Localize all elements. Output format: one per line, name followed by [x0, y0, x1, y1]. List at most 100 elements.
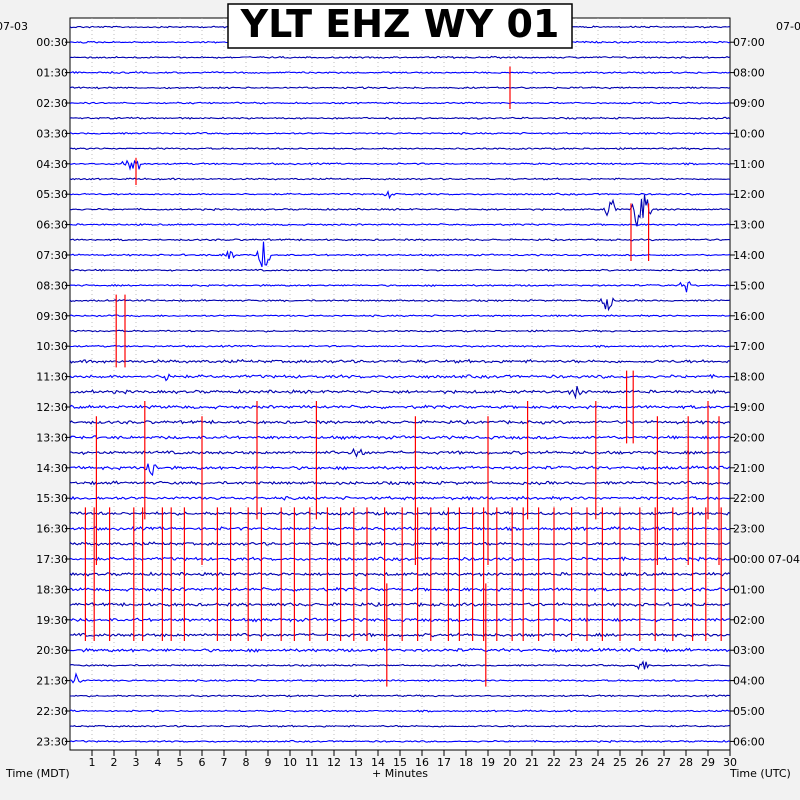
- trace-line: [69, 223, 731, 227]
- trace-line: [69, 281, 731, 293]
- trace-line: [69, 724, 731, 728]
- trace-line: [70, 159, 731, 171]
- left-tick-label: 06:30: [36, 219, 68, 232]
- x-tick-label: 1: [89, 756, 96, 769]
- trace-line: [69, 268, 731, 272]
- left-tick-label: 05:30: [36, 188, 68, 201]
- x-tick-label: 10: [283, 756, 297, 769]
- right-date-label-secondary: 07-04: [768, 553, 800, 566]
- right-tick-label: 12:00: [733, 188, 765, 201]
- left-tick-label: 20:30: [36, 644, 68, 657]
- x-tick-label: 16: [415, 756, 429, 769]
- trace-line: [69, 660, 730, 671]
- trace-line: [69, 101, 731, 105]
- right-tick-label: 08:00: [733, 67, 765, 80]
- left-tick-label: 18:30: [36, 583, 68, 596]
- right-date-label: 07-0: [776, 20, 800, 33]
- trace-line: [69, 672, 731, 684]
- left-tick-label: 12:30: [36, 401, 68, 414]
- trace-line: [69, 241, 731, 268]
- x-tick-label: 8: [243, 756, 250, 769]
- left-tick-label: 22:30: [36, 705, 68, 718]
- x-tick-label: 17: [437, 756, 451, 769]
- right-tick-label: 00:00: [733, 553, 765, 566]
- trace-line: [69, 404, 731, 410]
- trace-line: [69, 177, 731, 181]
- trace-line: [69, 647, 731, 653]
- x-tick-label: 23: [569, 756, 583, 769]
- trace-line: [69, 116, 731, 120]
- left-tick-label: 02:30: [36, 97, 68, 110]
- x-tick-label: 20: [503, 756, 517, 769]
- trace-line: [69, 70, 731, 75]
- trace-line: [69, 463, 731, 477]
- left-tick-label: 08:30: [36, 279, 68, 292]
- left-tick-label: 11:30: [36, 371, 68, 384]
- trace-line: [69, 329, 730, 333]
- trace-line: [69, 709, 731, 713]
- right-tick-label: 04:00: [733, 675, 765, 688]
- left-tick-label: 19:30: [36, 614, 68, 627]
- x-tick-label: 11: [305, 756, 319, 769]
- trace-line: [69, 190, 730, 200]
- x-tick-label: 18: [459, 756, 473, 769]
- x-tick-label: 28: [679, 756, 693, 769]
- right-tick-label: 03:00: [733, 644, 765, 657]
- trace-line: [69, 480, 731, 486]
- trace-line: [69, 435, 731, 441]
- right-tick-label: 10:00: [733, 127, 765, 140]
- left-axis-label: Time (MDT): [5, 767, 70, 780]
- left-tick-label: 14:30: [36, 462, 68, 475]
- right-tick-label: 09:00: [733, 97, 765, 110]
- trace-line: [69, 358, 731, 364]
- trace-line: [69, 344, 730, 348]
- left-tick-label: 13:30: [36, 431, 68, 444]
- x-tick-label: 4: [155, 756, 162, 769]
- trace-line: [70, 694, 731, 698]
- right-tick-label: 06:00: [733, 735, 765, 748]
- trace-line: [69, 386, 731, 400]
- right-tick-label: 16:00: [733, 310, 765, 323]
- trace-line: [69, 86, 731, 90]
- x-tick-label: 14: [371, 756, 385, 769]
- left-tick-label: 15:30: [36, 492, 68, 505]
- right-tick-label: 13:00: [733, 219, 765, 232]
- right-tick-label: 02:00: [733, 614, 765, 627]
- right-tick-label: 11:00: [733, 158, 765, 171]
- x-tick-label: 6: [199, 756, 206, 769]
- left-tick-label: 09:30: [36, 310, 68, 323]
- x-tick-label: 3: [133, 756, 140, 769]
- left-tick-label: 01:30: [36, 67, 68, 80]
- left-tick-label: 17:30: [36, 553, 68, 566]
- axis-ticks: 1 2 3 4 5 6 7 8 9 10 11 12 13 14 15 16 17 18 19 20 21 22 23 24 2…: [36, 36, 764, 769]
- left-tick-label: 03:30: [36, 127, 68, 140]
- right-tick-label: 18:00: [733, 371, 765, 384]
- left-tick-label: 23:30: [36, 735, 68, 748]
- x-tick-label: 29: [701, 756, 715, 769]
- x-tick-label: 5: [177, 756, 184, 769]
- title-box: [227, 3, 573, 49]
- trace-line: [69, 147, 731, 151]
- right-tick-label: 19:00: [733, 401, 765, 414]
- right-tick-label: 17:00: [733, 340, 765, 353]
- x-tick-label: 2: [111, 756, 118, 769]
- x-tick-label: 27: [657, 756, 671, 769]
- left-tick-label: 21:30: [36, 675, 68, 688]
- trace-line: [69, 238, 731, 242]
- trace-line: [69, 297, 731, 312]
- trace-line: [69, 131, 731, 136]
- trace-line: [69, 373, 731, 382]
- x-tick-label: 13: [349, 756, 363, 769]
- left-tick-label: 00:30: [36, 36, 68, 49]
- trace-line: [69, 495, 731, 501]
- clipped-spikes: [84, 66, 722, 687]
- right-tick-label: 14:00: [733, 249, 765, 262]
- right-tick-label: 15:00: [733, 279, 765, 292]
- x-tick-label: 24: [591, 756, 605, 769]
- x-tick-label: 25: [613, 756, 627, 769]
- right-tick-label: 22:00: [733, 492, 765, 505]
- right-tick-label: 20:00: [733, 431, 765, 444]
- trace-line: [69, 314, 731, 318]
- plot-area: [69, 17, 731, 751]
